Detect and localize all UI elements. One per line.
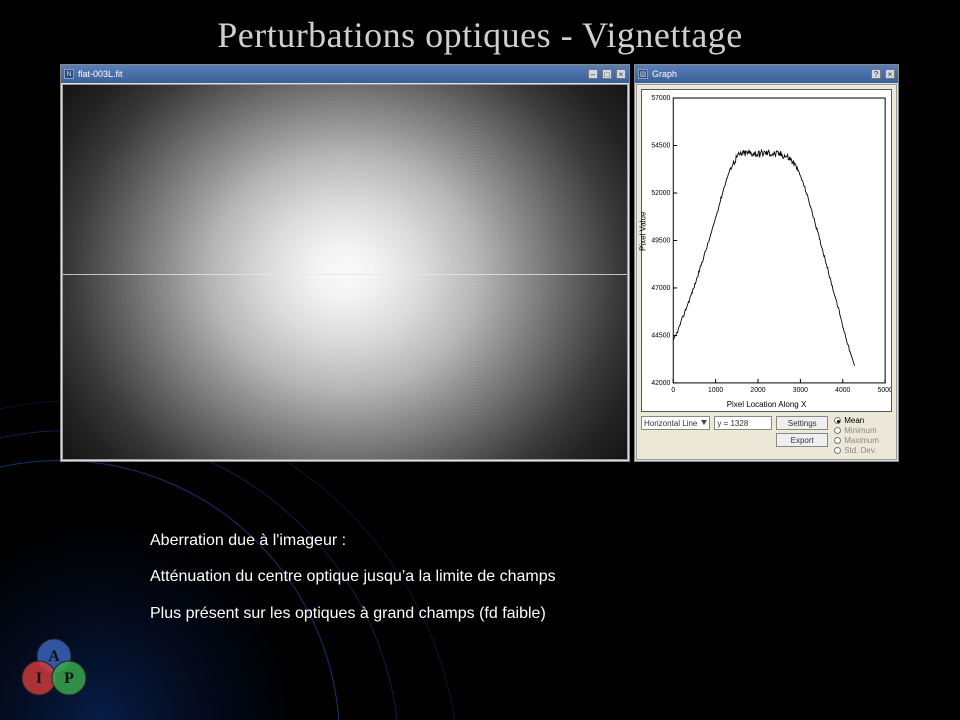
stat-radio-mean[interactable]: Mean	[834, 416, 892, 425]
svg-text:54500: 54500	[651, 142, 670, 149]
graph-window-title: Graph	[652, 69, 677, 79]
svg-text:0: 0	[671, 387, 675, 394]
stat-radio-minimum[interactable]: Minimum	[834, 426, 892, 435]
y-value-input[interactable]: y = 1328	[714, 416, 772, 430]
graph-help-icon[interactable]: ?	[871, 69, 881, 79]
vignette-image	[62, 84, 628, 460]
body-line-2: Atténuation du centre optique jusqu’a la…	[150, 566, 556, 588]
maximize-icon[interactable]: □	[602, 69, 612, 79]
logo: AI P	[20, 638, 88, 698]
stat-radio-maximum[interactable]: Maximum	[834, 436, 892, 445]
svg-text:57000: 57000	[651, 95, 670, 102]
graph-close-icon[interactable]: ×	[885, 69, 895, 79]
svg-text:52000: 52000	[651, 190, 670, 197]
graph-window-titlebar[interactable]: ▧ Graph ? ×	[635, 65, 898, 83]
image-window-title: flat-003L.fit	[78, 69, 123, 79]
body-line-1: Aberration due à l'imageur :	[150, 530, 556, 552]
svg-text:49500: 49500	[651, 237, 670, 244]
mode-select[interactable]: Horizontal Line	[641, 416, 710, 430]
stat-radio-std-dev-[interactable]: Std. Dev.	[834, 446, 892, 455]
svg-text:42000: 42000	[651, 380, 670, 387]
svg-text:2000: 2000	[750, 387, 765, 394]
svg-text:47000: 47000	[651, 285, 670, 292]
profile-plot: Pixel Value 4200044500470004950052000545…	[641, 89, 892, 412]
scan-line	[63, 274, 627, 275]
app-icon: N	[64, 69, 74, 79]
svg-text:P: P	[64, 670, 74, 687]
svg-text:I: I	[36, 670, 42, 687]
svg-text:5000: 5000	[878, 387, 891, 394]
image-window: N flat-003L.fit – □ ×	[60, 64, 630, 462]
export-button[interactable]: Export	[776, 433, 828, 447]
close-icon[interactable]: ×	[616, 69, 626, 79]
body-line-3: Plus présent sur les optiques à grand ch…	[150, 603, 556, 625]
stats-radios: MeanMinimumMaximumStd. Dev.	[832, 416, 892, 455]
minimize-icon[interactable]: –	[588, 69, 598, 79]
plot-xlabel: Pixel Location Along X	[642, 400, 891, 409]
slide-title: Perturbations optiques - Vignettage	[0, 0, 960, 56]
svg-text:4000: 4000	[835, 387, 850, 394]
svg-text:3000: 3000	[793, 387, 808, 394]
body-text: Aberration due à l'imageur : Atténuation…	[150, 530, 556, 639]
image-window-titlebar[interactable]: N flat-003L.fit – □ ×	[61, 65, 629, 83]
graph-app-icon: ▧	[638, 69, 648, 79]
svg-text:A: A	[48, 648, 60, 665]
svg-text:1000: 1000	[708, 387, 723, 394]
svg-text:44500: 44500	[651, 332, 670, 339]
settings-button[interactable]: Settings	[776, 416, 828, 430]
graph-window: ▧ Graph ? × Pixel Value 4200044500470004…	[634, 64, 899, 462]
